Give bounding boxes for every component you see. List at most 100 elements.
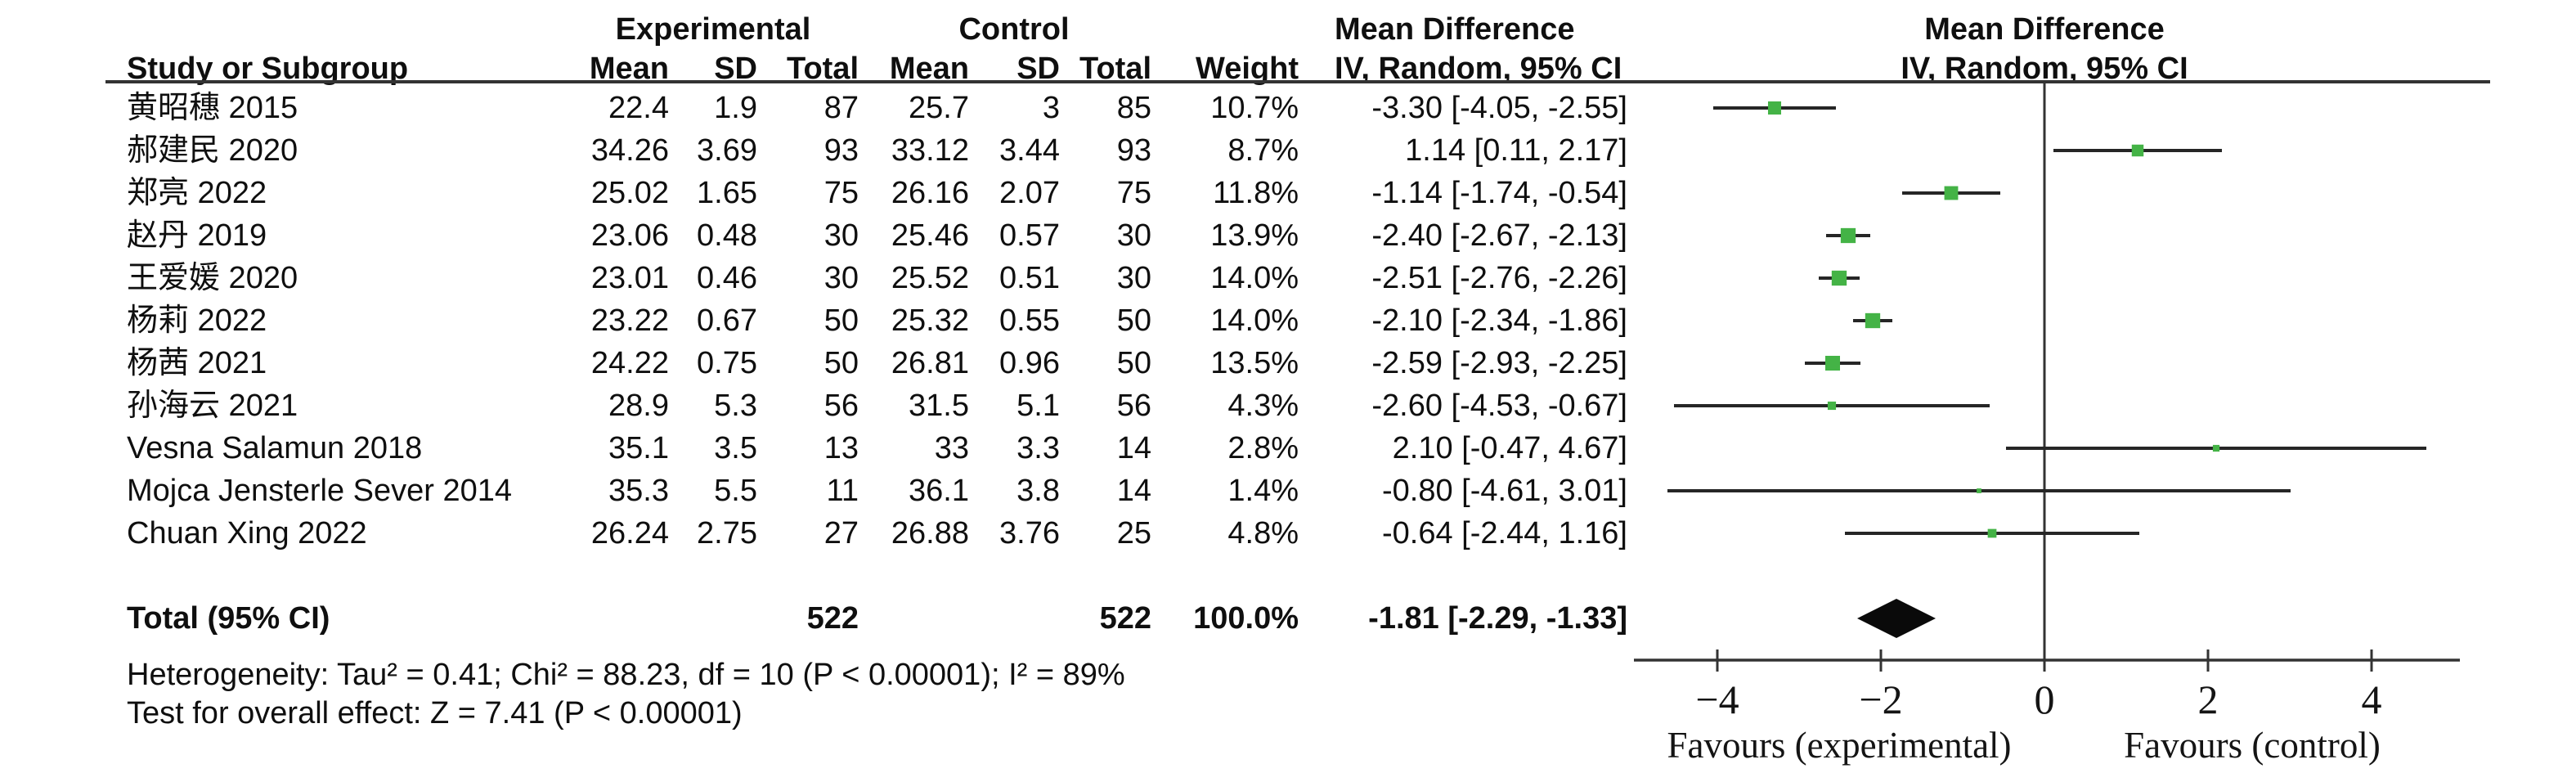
row-1-study-name: 黄昭穗 2015 (127, 91, 298, 125)
heterogeneity-text: Heterogeneity: Tau² = 0.41; Chi² = 88.23… (127, 658, 1125, 692)
row-6-ctrl-sd: 0.55 (999, 303, 1060, 338)
row-1-exp-total: 87 (824, 91, 859, 125)
row-9-exp-total: 13 (824, 431, 859, 465)
axis-tick-label: 2 (2198, 676, 2219, 722)
row-2-ctrl-total: 93 (1116, 133, 1151, 168)
row-10-exp-total: 11 (826, 474, 859, 508)
row-7-exp-mean: 24.22 (590, 346, 669, 380)
effect-square (1767, 101, 1782, 115)
axis-tick-label: 4 (2362, 676, 2382, 722)
row-11-weight: 4.8% (1227, 516, 1299, 551)
effect-square (1944, 186, 1959, 200)
row-2-study-name: 郝建民 2020 (127, 133, 298, 168)
row-5-ctrl-total: 30 (1116, 261, 1151, 295)
row-9-weight: 2.8% (1227, 431, 1299, 465)
row-3-ctrl-mean: 26.16 (891, 176, 969, 210)
row-8-exp-total: 56 (824, 389, 859, 423)
row-4-ctrl-mean: 25.46 (891, 218, 969, 253)
row-9-exp-sd: 3.5 (714, 431, 757, 465)
row-8-exp-mean: 28.9 (608, 389, 669, 423)
effect-square (1977, 488, 1981, 493)
row-8-study-name: 孙海云 2021 (127, 389, 298, 423)
row-6-exp-mean: 23.22 (590, 303, 669, 338)
row-4-exp-total: 30 (824, 218, 859, 253)
row-5-exp-sd: 0.46 (697, 261, 757, 295)
row-2-exp-total: 93 (824, 133, 859, 168)
group-header-experimental: Experimental (615, 12, 811, 47)
group-header-mean-difference-right: Mean Difference (1924, 12, 2165, 47)
row-6-ctrl-mean: 25.32 (891, 303, 969, 338)
row-11-ctrl-total: 25 (1116, 516, 1151, 551)
row-1-md-ci: -3.30 [-4.05, -2.55] (1371, 91, 1627, 125)
row-4-exp-mean: 23.06 (590, 218, 669, 253)
axis-tick-label: −4 (1695, 676, 1739, 722)
row-2-ctrl-sd: 3.44 (999, 133, 1060, 168)
row-2-ctrl-mean: 33.12 (891, 133, 969, 168)
overall-effect-text: Test for overall effect: Z = 7.41 (P < 0… (127, 696, 743, 730)
row-10-ctrl-mean: 36.1 (909, 474, 969, 508)
total-label: Total (95% CI) (127, 601, 330, 636)
row-11-exp-mean: 26.24 (590, 516, 669, 551)
row-8-ctrl-mean: 31.5 (909, 389, 969, 423)
row-11-ctrl-sd: 3.76 (999, 516, 1060, 551)
row-4-ctrl-total: 30 (1116, 218, 1151, 253)
row-8-exp-sd: 5.3 (714, 389, 757, 423)
row-2-exp-mean: 34.26 (590, 133, 669, 168)
row-10-md-ci: -0.80 [-4.61, 3.01] (1382, 474, 1627, 508)
row-3-exp-mean: 25.02 (590, 176, 669, 210)
total-exp-n: 522 (806, 601, 859, 636)
row-5-exp-total: 30 (824, 261, 859, 295)
row-2-weight: 8.7% (1227, 133, 1299, 168)
axis-tick-label: −2 (1859, 676, 1902, 722)
row-6-md-ci: -2.10 [-2.34, -1.86] (1371, 303, 1627, 338)
row-10-study-name: Mojca Jensterle Sever 2014 (127, 474, 513, 508)
row-2-exp-sd: 3.69 (697, 133, 757, 168)
row-3-exp-total: 75 (824, 176, 859, 210)
row-6-study-name: 杨莉 2022 (127, 303, 267, 338)
effect-square (1865, 312, 1881, 329)
effect-square (1824, 355, 1841, 371)
row-11-md-ci: -0.64 [-2.44, 1.16] (1382, 516, 1627, 551)
row-10-exp-mean: 35.3 (608, 474, 669, 508)
group-header-mean-difference-left: Mean Difference (1335, 12, 1575, 47)
row-5-md-ci: -2.51 [-2.76, -2.26] (1371, 261, 1627, 295)
favours-right-label: Favours (control) (2124, 725, 2381, 766)
total-diamond (1857, 599, 1936, 638)
row-11-ctrl-mean: 26.88 (891, 516, 969, 551)
total-weight: 100.0% (1193, 601, 1299, 636)
row-1-exp-sd: 1.9 (714, 91, 757, 125)
effect-square (1831, 270, 1847, 286)
row-9-md-ci: 2.10 [-0.47, 4.67] (1392, 431, 1627, 465)
row-10-ctrl-total: 14 (1116, 474, 1151, 508)
row-11-exp-sd: 2.75 (697, 516, 757, 551)
row-3-study-name: 郑亮 2022 (127, 176, 267, 210)
row-5-ctrl-mean: 25.52 (891, 261, 969, 295)
row-7-ctrl-total: 50 (1116, 346, 1151, 380)
header-rule (105, 80, 2490, 83)
favours-left-label: Favours (experimental) (1667, 725, 2011, 766)
row-3-md-ci: -1.14 [-1.74, -0.54] (1371, 176, 1627, 210)
row-3-exp-sd: 1.65 (697, 176, 757, 210)
row-5-ctrl-sd: 0.51 (999, 261, 1060, 295)
row-4-md-ci: -2.40 [-2.67, -2.13] (1371, 218, 1627, 253)
row-5-study-name: 王爱媛 2020 (127, 261, 298, 295)
row-1-exp-mean: 22.4 (608, 91, 669, 125)
effect-square (1840, 227, 1856, 244)
row-6-exp-sd: 0.67 (697, 303, 757, 338)
row-7-exp-sd: 0.75 (697, 346, 757, 380)
group-header-control: Control (958, 12, 1070, 47)
row-8-ctrl-sd: 5.1 (1016, 389, 1060, 423)
row-3-ctrl-sd: 2.07 (999, 176, 1060, 210)
row-8-md-ci: -2.60 [-4.53, -0.67] (1371, 389, 1627, 423)
row-7-ctrl-mean: 26.81 (891, 346, 969, 380)
row-5-exp-mean: 23.01 (590, 261, 669, 295)
row-7-study-name: 杨茜 2021 (127, 346, 267, 380)
effect-square (1827, 401, 1837, 411)
row-4-exp-sd: 0.48 (697, 218, 757, 253)
row-6-weight: 14.0% (1210, 303, 1299, 338)
row-4-ctrl-sd: 0.57 (999, 218, 1060, 253)
row-4-weight: 13.9% (1210, 218, 1299, 253)
total-ctrl-n: 522 (1099, 601, 1151, 636)
row-9-ctrl-sd: 3.3 (1016, 431, 1060, 465)
row-10-ctrl-sd: 3.8 (1016, 474, 1060, 508)
